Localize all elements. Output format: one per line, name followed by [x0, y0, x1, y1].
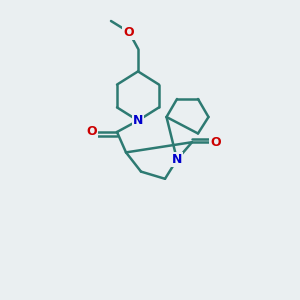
Text: O: O [211, 136, 221, 149]
Text: N: N [172, 153, 182, 166]
Text: N: N [133, 114, 143, 127]
Text: O: O [124, 26, 134, 39]
Text: O: O [86, 125, 97, 139]
